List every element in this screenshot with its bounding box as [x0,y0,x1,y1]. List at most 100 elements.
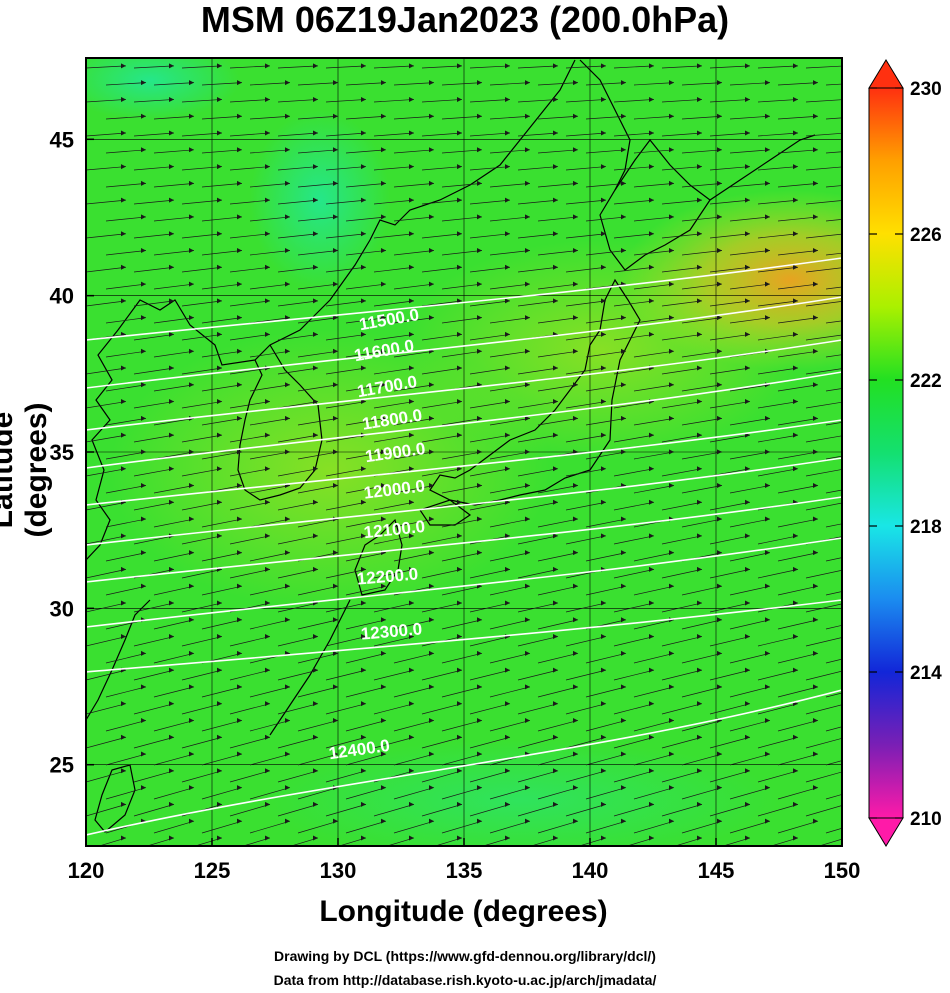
wind-arrowhead [217,466,222,472]
wind-arrowhead [313,466,318,472]
wind-arrowhead [313,499,318,505]
wind-vector [517,99,559,103]
colorbar-tick-label: 222 [910,371,942,392]
wind-vector [729,283,771,290]
wind-arrowhead [189,684,194,690]
wind-vector [585,216,627,222]
wind-vector [249,518,291,528]
wind-arrowhead [237,449,242,455]
wind-arrowhead [717,281,722,287]
wind-vector [325,401,367,409]
coastline-shikoku [419,499,472,526]
wind-vector [421,166,463,171]
wind-arrowhead [621,348,626,354]
wind-arrowhead [669,751,674,757]
wind-vector [778,855,818,867]
wind-arrowhead [217,130,222,136]
wind-vector [482,837,511,846]
wind-arrowhead [793,399,798,405]
wind-vector [325,501,367,511]
wind-vector [469,199,511,205]
wind-vector [681,283,723,290]
wind-vector [489,149,531,154]
wind-arrowhead [121,399,126,405]
wind-vector [825,320,842,324]
wind-arrowhead [333,415,338,421]
wind-arrowhead [649,734,654,740]
wind-vector [613,166,655,171]
wind-vector [633,82,675,86]
wind-vector [86,199,127,205]
wind-vector [153,283,195,290]
wind-vector [345,451,387,460]
wind-vector [325,166,367,171]
wind-arrowhead [285,214,290,220]
wind-vector [757,334,799,341]
wind-vector [565,65,607,69]
wind-vector [757,233,799,239]
wind-vector [297,149,339,154]
wind-arrowhead [409,801,414,807]
wind-vector [825,117,842,120]
wind-arrowhead [169,63,174,69]
wind-arrowhead [477,516,482,522]
wind-vector [277,199,319,205]
wind-vector [825,252,842,256]
wind-vector [517,65,559,69]
wind-vector [277,166,319,171]
wind-arrowhead [573,684,578,690]
wind-vector [86,602,127,613]
wind-arrowhead [429,281,434,287]
wind-vector [777,317,819,324]
wind-vector [153,183,195,188]
wind-arrowhead [477,550,482,556]
wind-vector [681,183,723,188]
wind-vector [633,485,675,494]
wind-vector [517,266,559,273]
wind-vector [661,703,703,715]
wind-vector [229,804,271,817]
wind-arrowhead [361,197,366,203]
wind-vector [277,602,319,613]
wind-vector [565,636,607,647]
wind-vector [490,855,530,867]
wind-arrowhead [621,818,626,824]
wind-arrowhead [169,130,174,136]
wind-arrowhead [601,197,606,203]
wind-vector [517,703,559,715]
wind-arrowhead [237,684,242,690]
wind-vector [709,334,751,341]
wind-vector [201,350,243,358]
wind-vector [325,233,367,239]
wind-vector [441,250,483,256]
wind-vector [86,501,127,511]
wind-arrowhead [189,348,194,354]
wind-vector [661,736,703,749]
wind-vector [661,166,703,171]
wind-arrowhead [265,566,270,572]
wind-vector [585,720,627,732]
wind-arrowhead [861,517,866,522]
wind-vector [661,636,703,647]
wind-vector [201,518,243,528]
wind-vector [613,602,655,613]
wind-vector [105,686,147,698]
wind-vector [777,149,819,154]
wind-arrowhead [169,399,174,405]
wind-vector [277,334,319,341]
wind-vector [537,149,579,154]
wind-arrowhead [669,415,674,421]
wind-arrowhead [765,516,770,522]
wind-vector [661,334,703,341]
wind-vector [181,334,223,341]
wind-arrowhead [621,248,626,253]
wind-arrowhead [649,63,654,69]
wind-vector [517,736,559,749]
wind-arrowhead [457,164,462,170]
wind-vector [201,720,243,732]
wind-arrowhead [429,818,434,824]
wind-vector [201,552,243,562]
wind-vector [777,518,819,528]
wind-vector [325,602,367,613]
wind-vector [229,569,271,579]
